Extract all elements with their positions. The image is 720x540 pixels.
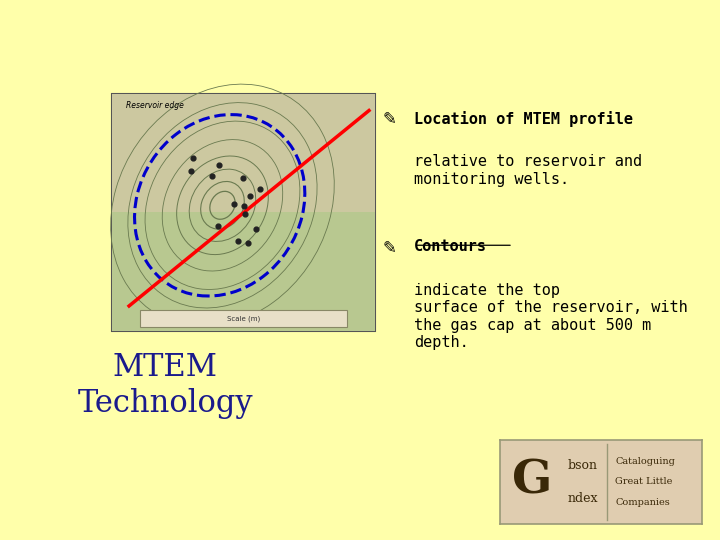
Point	[238, 202, 250, 211]
Text: G: G	[513, 457, 553, 503]
Text: bson: bson	[568, 458, 598, 472]
Text: Reservoir edge: Reservoir edge	[126, 102, 184, 111]
Text: Scale (m): Scale (m)	[227, 315, 260, 322]
Point	[228, 200, 240, 208]
Point	[207, 171, 218, 180]
Point	[250, 225, 261, 233]
FancyBboxPatch shape	[112, 212, 374, 331]
Point	[185, 167, 197, 176]
Point	[232, 237, 243, 245]
Text: Great Little: Great Little	[616, 477, 672, 487]
Text: ✎: ✎	[383, 239, 397, 258]
Point	[212, 222, 223, 231]
Text: ✎: ✎	[383, 111, 397, 129]
Text: MTEM
Technology: MTEM Technology	[78, 352, 253, 418]
Point	[188, 154, 199, 163]
FancyBboxPatch shape	[112, 94, 374, 212]
Text: relative to reservoir and
monitoring wells.: relative to reservoir and monitoring wel…	[414, 154, 642, 187]
Point	[213, 161, 225, 170]
Point	[254, 185, 266, 193]
Point	[237, 173, 248, 182]
Point	[245, 192, 256, 200]
Text: indicate the top
surface of the reservoir, with
the gas cap at about 500 m
depth: indicate the top surface of the reservoi…	[414, 283, 688, 350]
FancyBboxPatch shape	[140, 310, 347, 327]
Text: Cataloguing: Cataloguing	[616, 456, 675, 465]
FancyBboxPatch shape	[112, 94, 374, 331]
Text: ndex: ndex	[568, 492, 598, 505]
Text: Contours: Contours	[414, 239, 487, 254]
Point	[239, 210, 251, 219]
Text: Location of MTEM profile: Location of MTEM profile	[414, 111, 633, 126]
Point	[242, 239, 253, 247]
Text: Companies: Companies	[616, 498, 670, 508]
